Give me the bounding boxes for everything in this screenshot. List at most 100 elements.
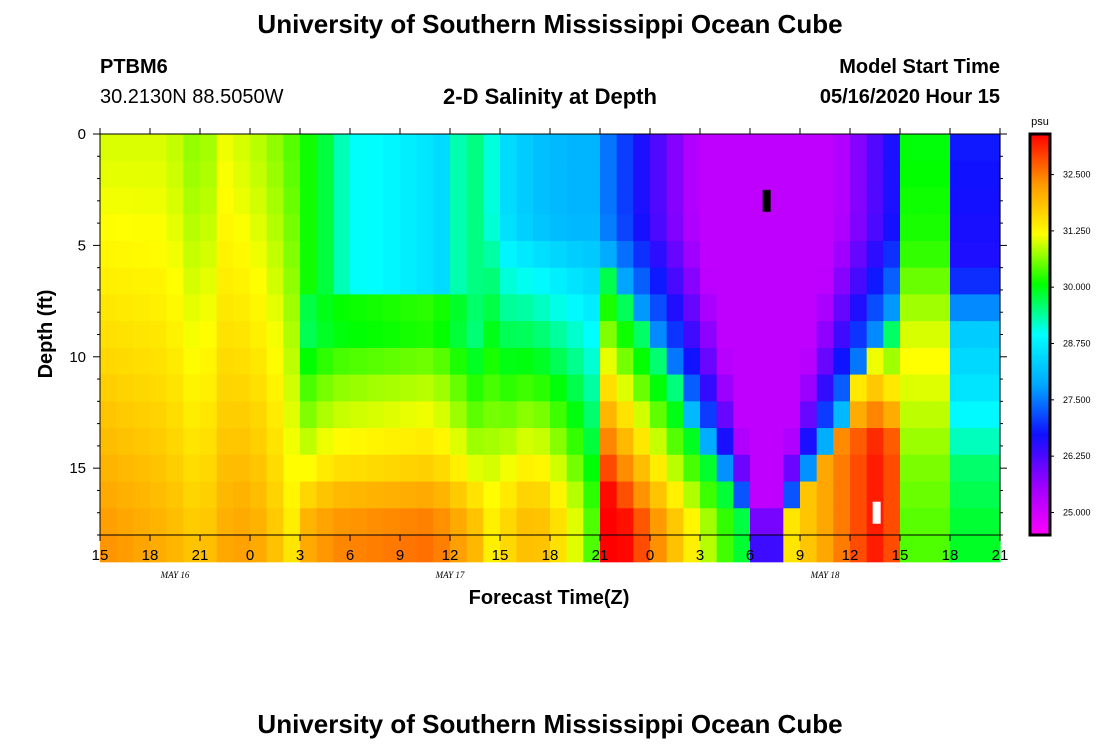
- chart-subtitle: 2-D Salinity at Depth: [443, 84, 657, 109]
- heatmap-cell: [750, 428, 768, 456]
- heatmap-cell: [833, 134, 851, 162]
- heatmap-cell: [783, 321, 801, 349]
- heatmap-cell: [450, 160, 468, 189]
- heatmap-cell: [550, 214, 568, 242]
- heatmap-cell: [250, 535, 268, 563]
- heatmap-cell: [416, 481, 434, 509]
- heatmap-cell: [350, 535, 368, 563]
- heatmap-cell: [100, 294, 118, 322]
- heatmap-cell: [166, 321, 184, 349]
- heatmap-cell: [766, 134, 784, 162]
- heatmap-cell: [150, 535, 168, 563]
- x-tick-label: 15: [892, 547, 909, 564]
- heatmap-cell: [250, 347, 268, 376]
- heatmap-cell: [766, 267, 784, 295]
- model-start-value: 05/16/2020 Hour 15: [819, 86, 1000, 108]
- heatmap-cell: [833, 428, 851, 456]
- heatmap-cell: [716, 508, 734, 536]
- heatmap-cell: [333, 428, 351, 456]
- heatmap-cell: [250, 374, 268, 402]
- heatmap-cell: [850, 508, 868, 536]
- heatmap-cell: [250, 401, 268, 429]
- x-axis-label: Forecast Time(Z): [469, 587, 630, 609]
- heatmap-cell: [316, 481, 334, 509]
- heatmap-cell: [166, 374, 184, 402]
- heatmap-cell: [866, 214, 884, 242]
- heatmap-cell: [916, 428, 934, 456]
- heatmap-cell: [450, 481, 468, 509]
- heatmap-cell: [866, 454, 884, 483]
- heatmap-cell: [700, 321, 718, 349]
- heatmap-cell: [100, 374, 118, 402]
- heatmap-cell: [150, 294, 168, 322]
- heatmap-cell: [416, 134, 434, 162]
- heatmap-cell: [483, 508, 501, 536]
- date-labels: MAY 16 MAY 17 MAY 18: [160, 570, 840, 580]
- heatmap-cell: [466, 374, 484, 402]
- heatmap-cell: [750, 454, 768, 483]
- heatmap-cell: [633, 347, 651, 376]
- heatmap-cell: [916, 535, 934, 563]
- heatmap-cell: [616, 428, 634, 456]
- heatmap-cell: [116, 294, 134, 322]
- heatmap-cell: [950, 454, 968, 483]
- heatmap-cell: [366, 321, 384, 349]
- heatmap-cell: [483, 428, 501, 456]
- heatmap-cell: [883, 187, 901, 215]
- heatmap-cell: [183, 134, 201, 162]
- heatmap-cell: [733, 187, 751, 215]
- heatmap-cell: [800, 214, 818, 242]
- heatmap-cell: [783, 160, 801, 189]
- heatmap-cell: [450, 321, 468, 349]
- heatmap-cell: [850, 214, 868, 242]
- heatmap-cell: [900, 454, 918, 483]
- heatmap-cell: [633, 535, 651, 563]
- heatmap-cell: [316, 401, 334, 429]
- heatmap-cell: [350, 134, 368, 162]
- x-tick-label: 3: [696, 547, 704, 564]
- colorbar-tick-label: 30.000: [1063, 282, 1091, 292]
- heatmap-cell: [633, 401, 651, 429]
- heatmap-cell: [300, 160, 318, 189]
- heatmap-cell: [266, 454, 284, 483]
- heatmap-cell: [633, 214, 651, 242]
- heatmap-cell: [333, 187, 351, 215]
- heatmap-cell: [516, 401, 534, 429]
- heatmap-cell: [633, 240, 651, 269]
- heatmap-cell: [966, 535, 984, 563]
- heatmap-cell: [833, 374, 851, 402]
- heatmap-cell: [600, 508, 618, 536]
- date-label: MAY 17: [435, 570, 465, 580]
- heatmap-cell: [483, 454, 501, 483]
- heatmap-cell: [100, 240, 118, 269]
- heatmap-cell: [150, 401, 168, 429]
- heatmap-cell: [966, 347, 984, 376]
- heatmap-cell: [766, 160, 784, 189]
- heatmap-cell: [116, 401, 134, 429]
- x-tick-label: 15: [92, 547, 109, 564]
- heatmap-cell: [133, 214, 151, 242]
- heatmap-cell: [400, 214, 418, 242]
- heatmap-cell: [566, 160, 584, 189]
- heatmap-cell: [400, 481, 418, 509]
- heatmap-cell: [983, 401, 1001, 429]
- heatmap-cell: [316, 428, 334, 456]
- heatmap-cell: [600, 535, 618, 563]
- heatmap-cell: [433, 294, 451, 322]
- heatmap-cell: [133, 240, 151, 269]
- heatmap-cell: [450, 240, 468, 269]
- heatmap-cell: [916, 134, 934, 162]
- heatmap-cell: [700, 134, 718, 162]
- heatmap-cell: [850, 401, 868, 429]
- heatmap-cell: [550, 508, 568, 536]
- heatmap-cell: [766, 428, 784, 456]
- heatmap-cell: [383, 134, 401, 162]
- heatmap-cell: [200, 374, 218, 402]
- heatmap-cell: [350, 240, 368, 269]
- heatmap-cell: [200, 321, 218, 349]
- heatmap-cell: [433, 240, 451, 269]
- heatmap-cell: [683, 214, 701, 242]
- heatmap-cell: [883, 374, 901, 402]
- heatmap-cell: [950, 187, 968, 215]
- heatmap-cell: [966, 428, 984, 456]
